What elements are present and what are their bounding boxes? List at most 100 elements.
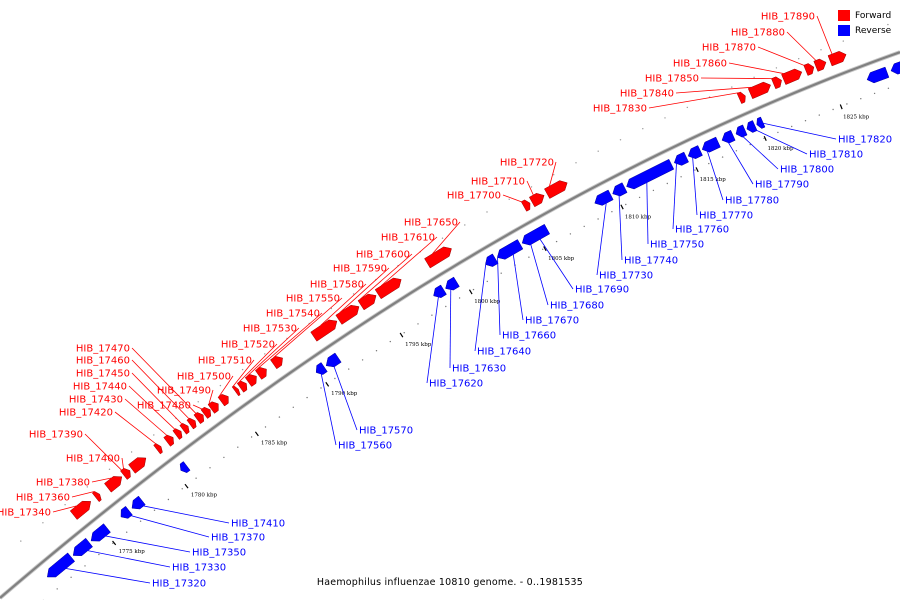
reverse-gene-arrow: [687, 145, 703, 159]
minor-tick: [458, 297, 461, 299]
minor-tick: [820, 49, 822, 51]
minor-tick: [818, 114, 820, 116]
forward-gene-arrow: [520, 199, 531, 212]
forward-gene-label: HIB_17850: [645, 74, 699, 85]
forward-gene-label: HIB_17890: [761, 12, 815, 23]
leader-line: [124, 398, 167, 436]
leader-line: [700, 77, 772, 80]
minor-tick: [860, 98, 862, 100]
legend-forward-label: Forward: [855, 10, 892, 21]
forward-gene-label: HIB_17400: [66, 454, 120, 465]
forward-gene-arrow: [104, 476, 123, 493]
minor-tick: [181, 488, 183, 490]
legend-reverse-label: Reverse: [855, 25, 892, 36]
minor-tick: [84, 565, 86, 567]
forward-gene-label: HIB_17480: [137, 401, 191, 412]
forward-gene-label: HIB_17720: [500, 158, 554, 169]
forward-gene-label: HIB_17840: [620, 89, 674, 100]
leader-line: [474, 264, 487, 352]
leader-line: [114, 411, 156, 444]
minor-tick: [486, 211, 488, 213]
forward-gene-arrow: [200, 406, 212, 419]
leader-line: [121, 457, 124, 469]
reverse-gene-arrow: [612, 182, 628, 197]
leader-line: [125, 513, 210, 538]
reverse-gene-arrow: [325, 352, 342, 368]
forward-gene-arrow: [179, 423, 190, 435]
leader-line: [648, 92, 740, 109]
minor-tick: [791, 125, 793, 128]
leader-line: [320, 283, 367, 326]
leader-line: [257, 312, 323, 370]
minor-tick: [721, 156, 724, 158]
forward-gene-label: HIB_17590: [333, 264, 387, 275]
reverse-gene-arrow: [890, 61, 900, 75]
forward-gene-arrow: [120, 468, 131, 480]
reverse-gene-arrow: [433, 284, 447, 298]
leader-line: [339, 267, 390, 313]
forward-gene-label: HIB_17830: [593, 104, 647, 115]
minor-tick: [619, 139, 622, 141]
minor-tick: [686, 106, 688, 109]
forward-gene-arrow: [186, 417, 197, 430]
minor-tick: [153, 434, 155, 436]
forward-gene-label: HIB_17460: [76, 356, 130, 367]
minor-tick: [197, 401, 199, 403]
forward-gene-arrow: [217, 394, 229, 407]
tick-mark: [695, 167, 699, 173]
forward-gene-arrow: [69, 500, 92, 520]
forward-gene-arrow: [91, 491, 102, 503]
forward-gene-arrow: [193, 412, 205, 425]
leader-line: [512, 249, 524, 321]
minor-tick: [664, 117, 666, 119]
forward-gene-label: HIB_17360: [16, 493, 70, 504]
forward-gene-arrow: [803, 63, 815, 76]
forward-swatch: [838, 10, 850, 21]
reverse-gene-arrow: [445, 276, 460, 291]
tick-label: 1805 kbp: [548, 256, 575, 262]
legend-forward: Forward: [838, 8, 891, 23]
minor-tick: [763, 137, 765, 140]
forward-gene-arrow: [781, 68, 803, 85]
minor-tick: [417, 323, 419, 325]
minor-tick: [708, 162, 710, 165]
reverse-gene-label: HIB_17320: [152, 579, 206, 590]
minor-tick: [153, 509, 156, 511]
reverse-gene-label: HIB_17770: [699, 211, 753, 222]
forward-gene-label: HIB_17520: [221, 340, 275, 351]
tick-label: 1800 kbp: [474, 299, 501, 305]
backbone: [0, 51, 900, 599]
leader-line: [320, 370, 337, 446]
reverse-gene-arrow: [721, 129, 736, 144]
reverse-swatch: [838, 25, 850, 36]
forward-gene-label: HIB_17870: [702, 43, 756, 54]
leader-line: [692, 154, 698, 216]
minor-tick: [553, 174, 555, 176]
forward-gene-label: HIB_17420: [59, 408, 113, 419]
minor-tick: [486, 280, 488, 283]
reverse-gene-arrow: [485, 253, 499, 267]
minor-tick: [873, 92, 876, 95]
tick-label: 1785 kbp: [261, 440, 288, 446]
reverse-gene-label: HIB_17670: [525, 316, 579, 327]
reverse-gene-label: HIB_17620: [429, 379, 483, 390]
forward-gene-arrow: [736, 91, 746, 104]
leader-line: [537, 234, 574, 290]
leader-line: [380, 236, 438, 287]
tick-label: 1775 kbp: [119, 549, 146, 555]
minor-tick: [112, 542, 114, 544]
tick-mark: [543, 246, 547, 252]
tick-label: 1795 kbp: [405, 342, 432, 348]
leader-line: [192, 404, 203, 410]
minor-tick: [597, 218, 599, 220]
tick-label: 1790 kbp: [331, 391, 358, 397]
leader-line: [238, 343, 278, 383]
forward-gene-arrow: [357, 293, 377, 311]
reverse-gene-arrow: [746, 120, 758, 133]
leader-line: [757, 46, 804, 66]
forward-gene-arrow: [544, 180, 568, 199]
reverse-gene-arrow: [315, 362, 328, 375]
minor-tick: [542, 248, 544, 250]
reverse-gene-label: HIB_17730: [599, 271, 653, 282]
